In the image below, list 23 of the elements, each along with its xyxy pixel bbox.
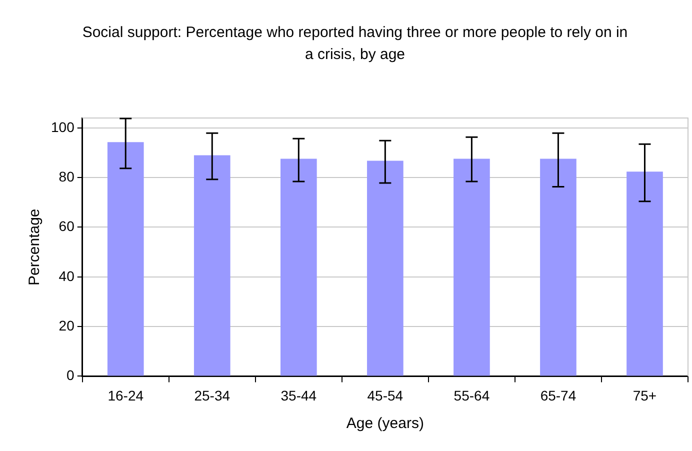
bar bbox=[626, 172, 663, 376]
y-axis-title: Percentage bbox=[26, 208, 44, 286]
bar bbox=[194, 155, 230, 376]
y-tick-label: 60 bbox=[58, 218, 75, 234]
x-tick-label: 16-24 bbox=[108, 387, 144, 404]
bar bbox=[280, 158, 317, 376]
bar bbox=[454, 158, 490, 376]
y-tick-label: 0 bbox=[66, 367, 75, 384]
x-tick-label: 25-34 bbox=[194, 387, 230, 404]
chart-title: Social support: Percentage who reported having three or more people to rely on in a crisis, by age bbox=[81, 23, 629, 65]
y-tick-label: 80 bbox=[58, 168, 75, 184]
bar bbox=[107, 142, 144, 376]
x-tick-label: 75+ bbox=[632, 387, 657, 404]
x-tick-label: 55-64 bbox=[454, 387, 490, 404]
y-tick-label: 20 bbox=[58, 317, 75, 334]
y-tick-label: 40 bbox=[58, 268, 75, 284]
bar bbox=[540, 158, 576, 376]
y-tick-label: 100 bbox=[51, 118, 75, 135]
bar bbox=[367, 160, 404, 376]
x-axis-title: Age (years) bbox=[346, 415, 424, 432]
x-tick-label: 45-54 bbox=[367, 387, 404, 404]
x-tick-label: 35-44 bbox=[280, 387, 317, 404]
x-tick-label: 65-74 bbox=[540, 387, 576, 404]
